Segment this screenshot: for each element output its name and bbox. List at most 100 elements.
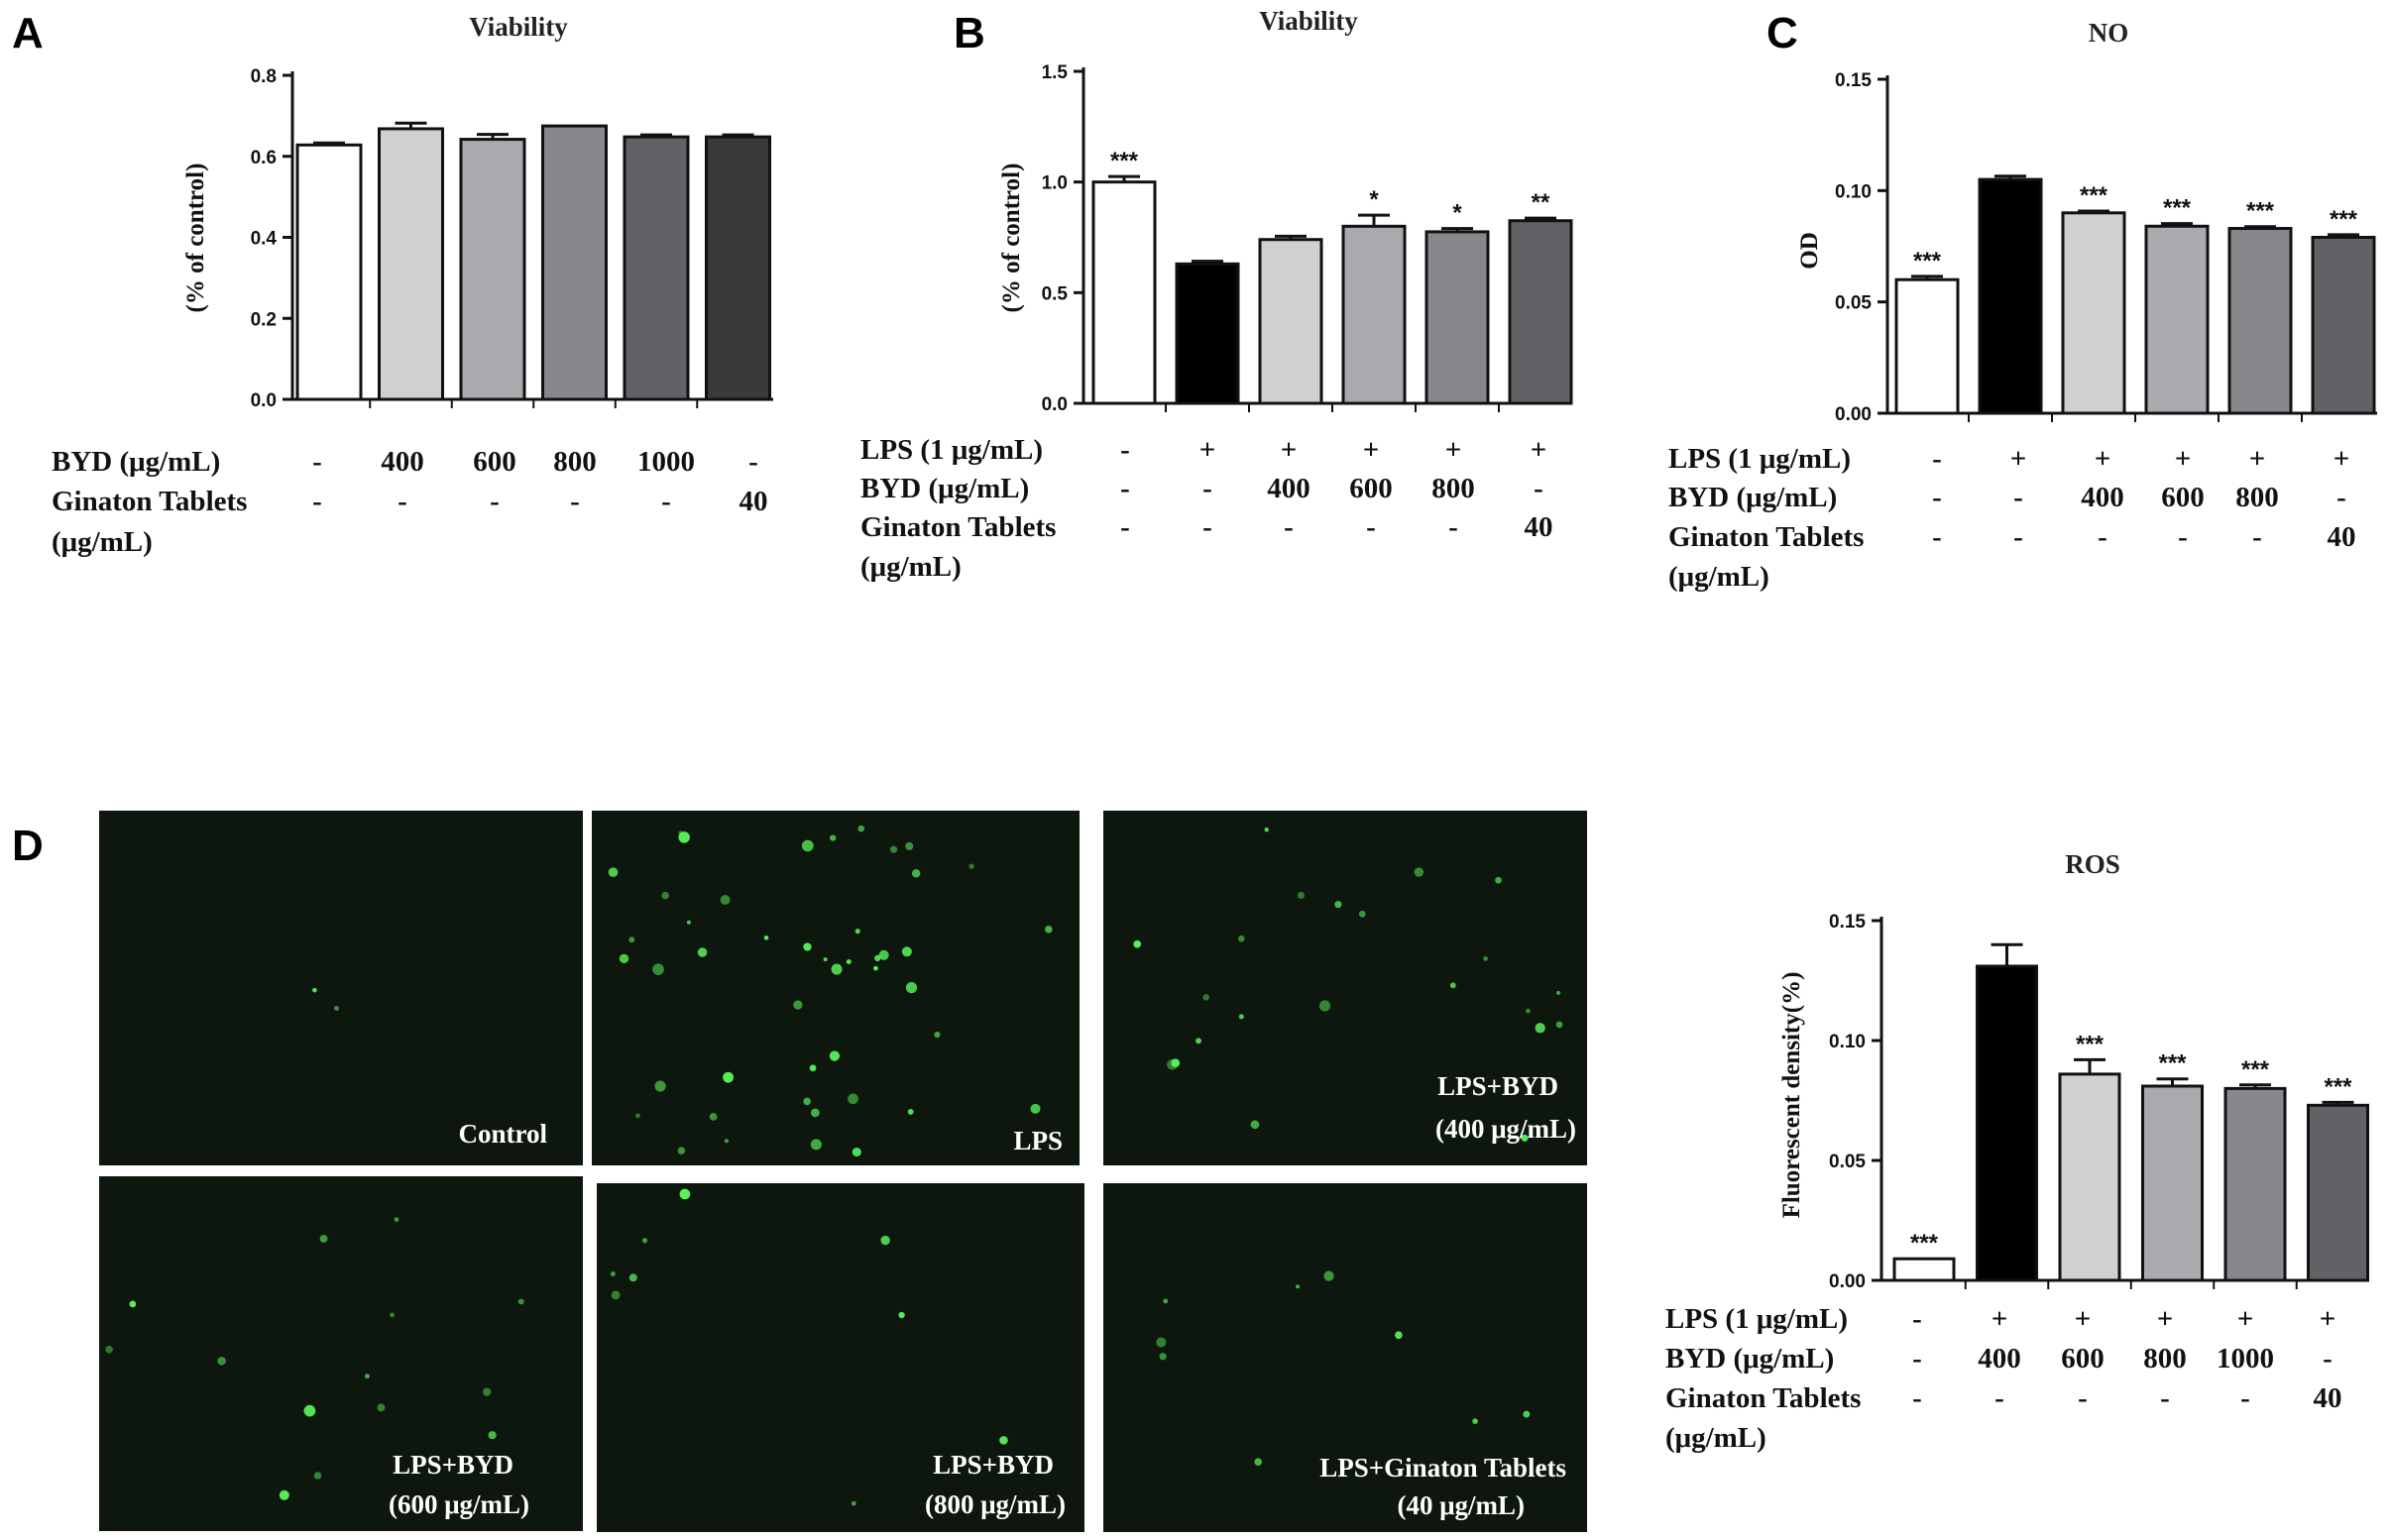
micrograph: LPS+BYD (800 μg/mL) <box>597 1183 1084 1532</box>
micrograph-caption: LPS+BYD <box>393 1450 513 1480</box>
condition-value: 800 <box>1431 473 1475 504</box>
condition-value: - <box>1284 511 1294 543</box>
bar <box>378 127 444 401</box>
fluorescent-cell <box>1523 1410 1531 1418</box>
fluorescent-cell <box>810 1139 822 1151</box>
fluorescent-cell <box>611 1290 621 1300</box>
condition-value: 600 <box>473 446 516 478</box>
condition-value: - <box>490 486 500 517</box>
condition-value: + <box>1363 434 1380 466</box>
fluorescent-cell <box>1237 935 1245 942</box>
micrograph-caption: Control <box>458 1119 547 1149</box>
micrograph-grid: Control LPS LPS+BYD (400 μg/mL) LPS+BYD (600 … <box>99 811 1587 1532</box>
bar <box>2311 236 2376 415</box>
micrograph-background <box>592 811 1080 1165</box>
fluorescent-cell <box>1163 1298 1169 1304</box>
condition-value: + <box>2095 443 2111 475</box>
fluorescent-cell <box>999 1436 1008 1445</box>
fluorescent-cell <box>619 953 629 964</box>
fluorescent-cell <box>1495 876 1502 884</box>
condition-value: + <box>2075 1303 2092 1335</box>
y-axis-label: (% of control) <box>182 164 209 313</box>
condition-value: - <box>1932 521 1942 553</box>
micrograph: LPS <box>592 811 1080 1165</box>
fluorescent-cell <box>678 830 683 835</box>
fluorescent-cell <box>1483 955 1488 961</box>
micrograph-background <box>597 1183 1084 1532</box>
fluorescent-cell <box>1238 1014 1244 1020</box>
fluorescent-cell <box>823 957 828 962</box>
fluorescent-cell <box>851 1500 856 1506</box>
significance-marker: *** <box>1913 248 1942 275</box>
condition-value: - <box>2160 1382 2170 1414</box>
chart-title: NO <box>2089 18 2129 48</box>
significance-marker: *** <box>1910 1230 1939 1257</box>
bar <box>1976 964 2038 1282</box>
bar <box>2058 1072 2121 1282</box>
fluorescent-cell <box>1196 1038 1201 1045</box>
fluorescent-cell <box>319 1234 328 1243</box>
fluorescent-cell <box>874 954 881 961</box>
fluorescent-cell <box>1414 867 1424 877</box>
fluorescent-cell <box>610 1270 616 1276</box>
fluorescent-cell <box>394 1217 399 1222</box>
fluorescent-cell <box>803 942 812 951</box>
bar <box>1894 277 1960 415</box>
condition-value: - <box>1912 1303 1922 1335</box>
fluorescent-cell <box>1449 982 1456 989</box>
condition-value: + <box>1992 1303 2008 1335</box>
fluorescent-cell <box>677 1147 686 1155</box>
fluorescent-cell <box>1159 1353 1167 1361</box>
fluorescent-cell <box>517 1298 524 1305</box>
fluorescent-cell <box>1030 1103 1041 1114</box>
micrograph-caption: (800 μg/mL) <box>925 1489 1066 1519</box>
chart-title: Viability <box>1259 6 1358 36</box>
y-axis-label: OD <box>1796 232 1823 270</box>
condition-value: 400 <box>2081 482 2124 513</box>
significance-marker: *** <box>1110 148 1139 174</box>
fluorescent-cell <box>1297 891 1306 900</box>
fluorescent-cell <box>898 1311 905 1319</box>
y-axis-label: (% of control) <box>998 164 1025 313</box>
fluorescent-cell <box>854 929 860 935</box>
condition-label: (μg/mL) <box>52 526 153 558</box>
bar <box>705 135 771 401</box>
fluorescent-cell <box>880 1235 890 1246</box>
condition-value: + <box>2249 443 2266 475</box>
panel-letter: C <box>1766 9 1798 57</box>
fluorescent-cell <box>217 1357 226 1366</box>
fluorescent-cell <box>811 1108 820 1118</box>
fluorescent-cell <box>1156 1337 1167 1348</box>
chart-panel-b: B Viability**** * **0.00.51.01.5(% of contr… <box>860 6 1573 583</box>
condition-value: + <box>1281 434 1298 466</box>
condition-value: - <box>748 446 758 478</box>
significance-marker: *** <box>2324 1073 2352 1100</box>
condition-value: - <box>2323 1343 2333 1375</box>
condition-value: 40 <box>1525 511 1553 543</box>
condition-value: + <box>1531 434 1547 466</box>
significance-marker: *** <box>2246 198 2275 225</box>
bar <box>2141 1084 2204 1282</box>
fluorescent-cell <box>1045 926 1053 934</box>
fluorescent-cell <box>901 946 912 957</box>
fluorescent-cell <box>364 1374 370 1379</box>
condition-label: Ginaton Tablets <box>1668 521 1864 553</box>
condition-value: + <box>2334 443 2350 475</box>
condition-label: Ginaton Tablets <box>52 486 247 517</box>
micrograph: Control <box>99 811 583 1165</box>
y-tick-label: 0.15 <box>1829 912 1866 933</box>
fluorescent-cell <box>334 1006 339 1012</box>
fluorescent-cell <box>846 959 852 964</box>
fluorescent-cell <box>1254 1458 1263 1467</box>
fluorescent-cell <box>831 963 843 975</box>
fluorescent-cell <box>1521 1134 1529 1142</box>
condition-value: - <box>2178 521 2188 553</box>
y-tick-label: 0.00 <box>1829 1271 1866 1292</box>
fluorescent-cell <box>852 1148 861 1157</box>
fluorescent-cell <box>911 869 921 878</box>
condition-value: - <box>1994 1382 2004 1414</box>
significance-marker: * <box>1369 186 1379 213</box>
condition-label: (μg/mL) <box>1668 561 1769 593</box>
condition-value: 40 <box>740 486 768 517</box>
fluorescent-cell <box>1395 1331 1403 1340</box>
